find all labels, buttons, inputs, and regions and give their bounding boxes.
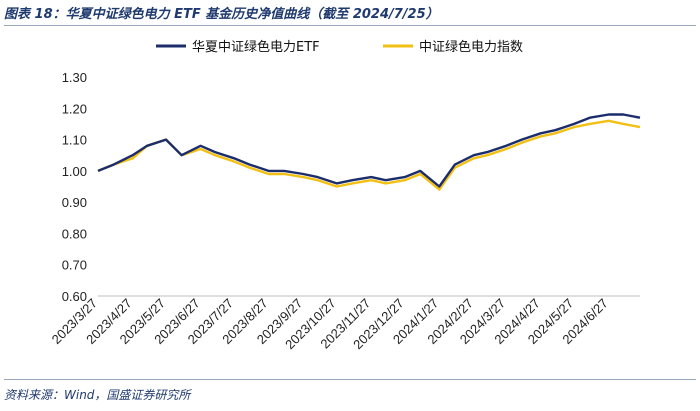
source-divider	[4, 379, 696, 380]
y-tick-label: 1.10	[62, 133, 87, 148]
y-tick-label: 0.60	[62, 289, 87, 304]
etf-series-line	[97, 113, 641, 188]
figure-title: 图表 18：华夏中证绿色电力 ETF 基金历史净值曲线（截至 2024/7/25…	[4, 7, 439, 22]
source-note: 资料来源：Wind，国盛证券研究所	[4, 388, 191, 402]
legend-index-label: 中证绿色电力指数	[419, 39, 523, 55]
y-tick-label: 0.70	[62, 258, 87, 273]
y-tick-label: 0.90	[62, 195, 87, 210]
legend-etf-label: 华夏中证绿色电力ETF	[192, 39, 320, 55]
title-divider	[4, 25, 696, 26]
y-tick-label: 0.80	[62, 226, 87, 241]
y-axis: 0.60 0.70 0.80 0.90 1.00 1.10 1.20 1.30	[62, 70, 87, 304]
y-tick-label: 1.00	[62, 164, 87, 179]
x-axis: 2023/3/272023/4/272023/5/272023/6/272023…	[49, 295, 640, 352]
index-series-line	[97, 119, 641, 191]
plot-area	[97, 113, 641, 191]
y-tick-label: 1.20	[62, 101, 87, 116]
line-chart: 华夏中证绿色电力ETF 中证绿色电力指数 0.60 0.70 0.80 0.90 1.00…	[49, 39, 641, 352]
legend: 华夏中证绿色电力ETF 中证绿色电力指数	[156, 39, 523, 55]
y-tick-label: 1.30	[62, 70, 87, 85]
